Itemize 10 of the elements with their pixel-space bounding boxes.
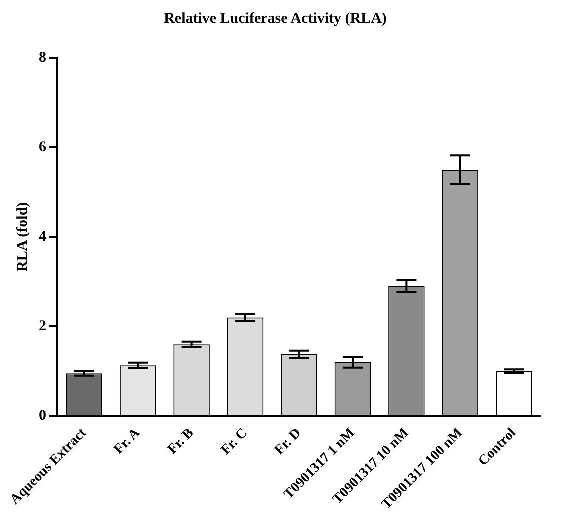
- y-tick-label: 8: [39, 50, 46, 66]
- y-tick-label: 6: [39, 139, 47, 156]
- y-tick-label: 4: [39, 228, 47, 245]
- chart-title: Relative Luciferase Activity (RLA): [164, 10, 387, 27]
- x-tick-label: Fr. C: [218, 426, 251, 458]
- y-tick-label: 0: [39, 408, 46, 424]
- y-axis-title: RLA (fold): [14, 202, 31, 272]
- x-tick-label: Fr. B: [165, 426, 198, 458]
- y-tick-label: 2: [39, 318, 46, 335]
- x-tick-label: Fr. A: [112, 425, 144, 458]
